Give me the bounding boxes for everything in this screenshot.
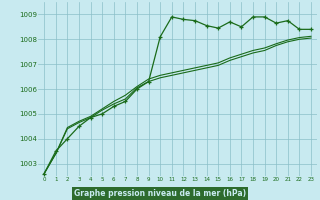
Text: Graphe pression niveau de la mer (hPa): Graphe pression niveau de la mer (hPa)	[74, 189, 246, 198]
